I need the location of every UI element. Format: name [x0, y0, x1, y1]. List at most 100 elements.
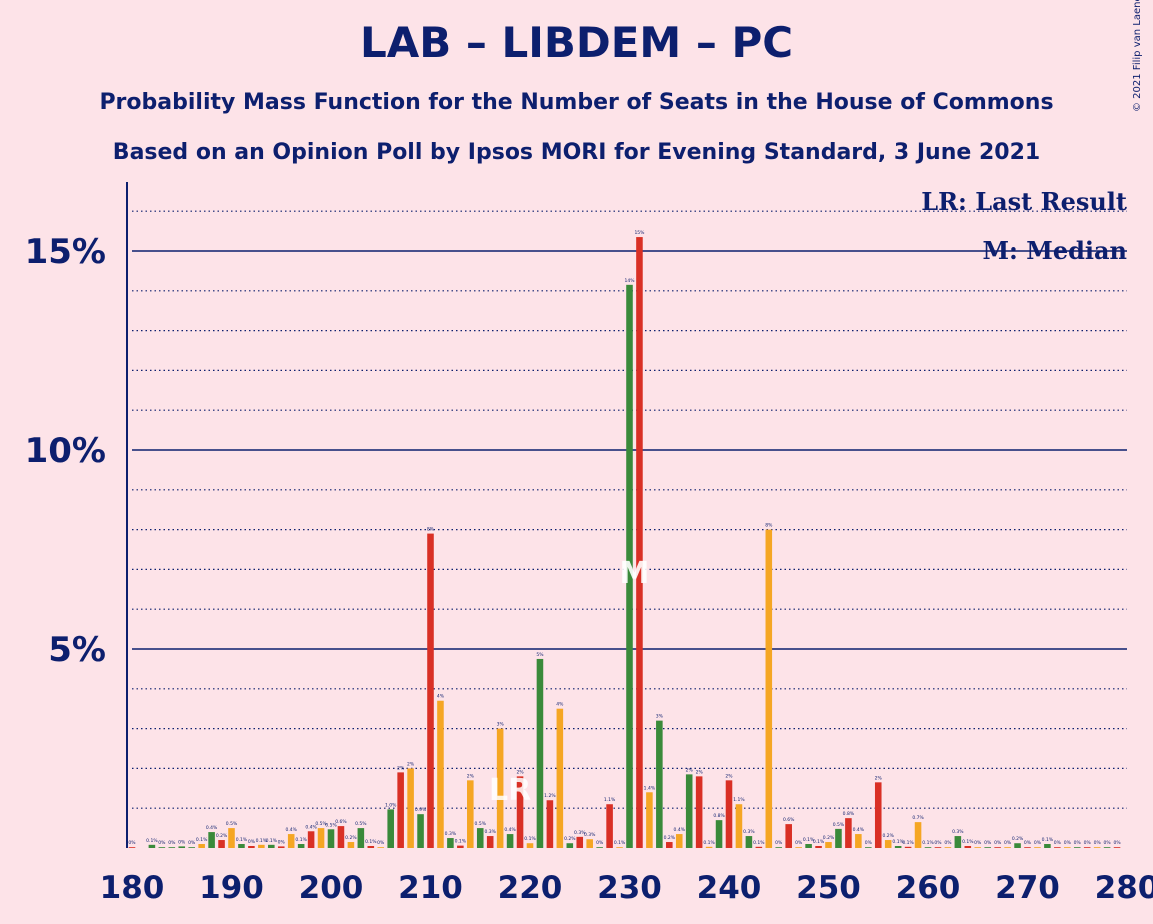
- bar: [576, 836, 584, 848]
- bar-value-label: 14%: [624, 278, 635, 284]
- bar-value-label: 0.2%: [345, 835, 357, 841]
- bar-value-label: 0.3%: [445, 831, 457, 837]
- bar-value-label: 2%: [516, 769, 524, 775]
- bar-value-label: 3%: [497, 722, 505, 728]
- bar: [1083, 847, 1091, 848]
- bar: [974, 847, 982, 848]
- bar-value-label: 0.5%: [833, 822, 845, 828]
- bar-value-label: 0.1%: [236, 837, 248, 843]
- bar: [248, 846, 255, 848]
- bar: [277, 846, 285, 848]
- bar-value-label: 0%: [178, 839, 186, 845]
- bar-value-label: 0.4%: [285, 827, 297, 833]
- bar: [606, 804, 613, 848]
- bar-value-label: 0.4%: [305, 824, 317, 830]
- bar: [387, 809, 394, 848]
- x-tick-label: 250: [796, 870, 861, 906]
- bar: [1004, 847, 1011, 848]
- bar: [964, 846, 972, 848]
- bar: [914, 822, 922, 848]
- bar-value-label: 0.8%: [843, 811, 855, 817]
- bar-value-label: 0%: [934, 840, 942, 846]
- bar-value-label: 0.1%: [753, 840, 765, 846]
- bar: [845, 818, 852, 848]
- bar: [467, 780, 474, 848]
- bar: [178, 846, 186, 848]
- bar: [407, 768, 414, 848]
- bar: [476, 828, 484, 848]
- bar-value-label: 0%: [984, 840, 992, 846]
- bar-value-label: 0.3%: [743, 829, 755, 835]
- bar: [427, 533, 434, 848]
- bar-value-label: 4%: [556, 702, 564, 708]
- x-tick-label: 190: [199, 870, 264, 906]
- bar-value-label: 0%: [795, 840, 803, 846]
- bar: [884, 840, 892, 848]
- bar-value-label: 8%: [427, 527, 435, 533]
- bar: [1024, 847, 1031, 848]
- chart-subtitle: Probability Mass Function for the Number…: [99, 90, 1054, 115]
- bar-value-label: 1.1%: [604, 797, 616, 803]
- bar-value-label: 0%: [1074, 840, 1082, 846]
- bar-value-label: 0.1%: [1042, 837, 1054, 843]
- bar-value-label: 2%: [467, 773, 475, 779]
- bar-value-label: 0.1%: [455, 839, 467, 845]
- chart-title: LAB – LIBDEM – PC: [359, 18, 794, 67]
- bar-value-label: 2%: [725, 773, 733, 779]
- bar-value-label: 0.6%: [335, 819, 347, 825]
- bar: [715, 820, 723, 848]
- bar-value-label: 4%: [437, 694, 445, 700]
- bar-value-label: 0.2%: [216, 833, 228, 839]
- x-tick-label: 180: [100, 870, 165, 906]
- bar: [646, 792, 653, 848]
- bar: [536, 658, 544, 848]
- bar: [944, 847, 952, 848]
- bar: [158, 847, 166, 848]
- bar: [258, 844, 265, 848]
- bar: [865, 847, 872, 848]
- bar: [218, 840, 225, 848]
- bar: [795, 847, 802, 848]
- bar-value-label: 1.1%: [733, 797, 745, 803]
- bar: [168, 847, 176, 848]
- bar-value-label: 0.3%: [574, 830, 586, 836]
- bar: [337, 826, 345, 848]
- bar: [1054, 847, 1061, 848]
- bar-value-label: 0%: [248, 839, 256, 845]
- bar-value-label: 0.7%: [912, 815, 924, 821]
- bar: [317, 828, 325, 848]
- bar: [307, 831, 315, 848]
- bar-value-label: 0.3%: [952, 829, 964, 835]
- bar-value-label: 0.5%: [475, 821, 487, 827]
- bar-value-label: 0%: [1084, 840, 1092, 846]
- bar-value-label: 0%: [278, 839, 286, 845]
- bar-value-label: 0.2%: [882, 833, 894, 839]
- bar: [377, 847, 385, 848]
- bar-value-label: 0.5%: [226, 821, 238, 827]
- bar: [397, 772, 404, 848]
- bar-value-label: 0%: [1113, 840, 1121, 846]
- bar-value-label: 0%: [1054, 840, 1062, 846]
- bar: [1103, 847, 1111, 848]
- bar-value-label: 15%: [634, 230, 645, 236]
- bar-value-label: 0%: [1024, 840, 1032, 846]
- bar-value-label: 8%: [765, 523, 773, 529]
- axes: 5% 10% 15% 180 190 200 210 220 230 240 250 260 270 28…: [25, 182, 1153, 906]
- bar: [934, 847, 942, 848]
- bar: [367, 846, 375, 848]
- bar-value-label: 0.2%: [1012, 836, 1024, 842]
- bar-value-label: 0%: [128, 840, 136, 846]
- bar: [636, 237, 643, 848]
- x-tick-label: 230: [597, 870, 662, 906]
- bar-value-label: 0.1%: [295, 837, 307, 843]
- bar-value-label: 0%: [974, 840, 982, 846]
- bar: [954, 836, 962, 848]
- y-tick-label: 5%: [48, 630, 106, 670]
- bar: [894, 846, 902, 848]
- bar: [666, 842, 673, 848]
- bar: [1073, 847, 1081, 848]
- bar: [825, 842, 832, 848]
- bar-value-label: 0%: [865, 840, 873, 846]
- bar-value-label: 0.1%: [902, 840, 914, 846]
- bar-value-label: 0%: [1004, 840, 1012, 846]
